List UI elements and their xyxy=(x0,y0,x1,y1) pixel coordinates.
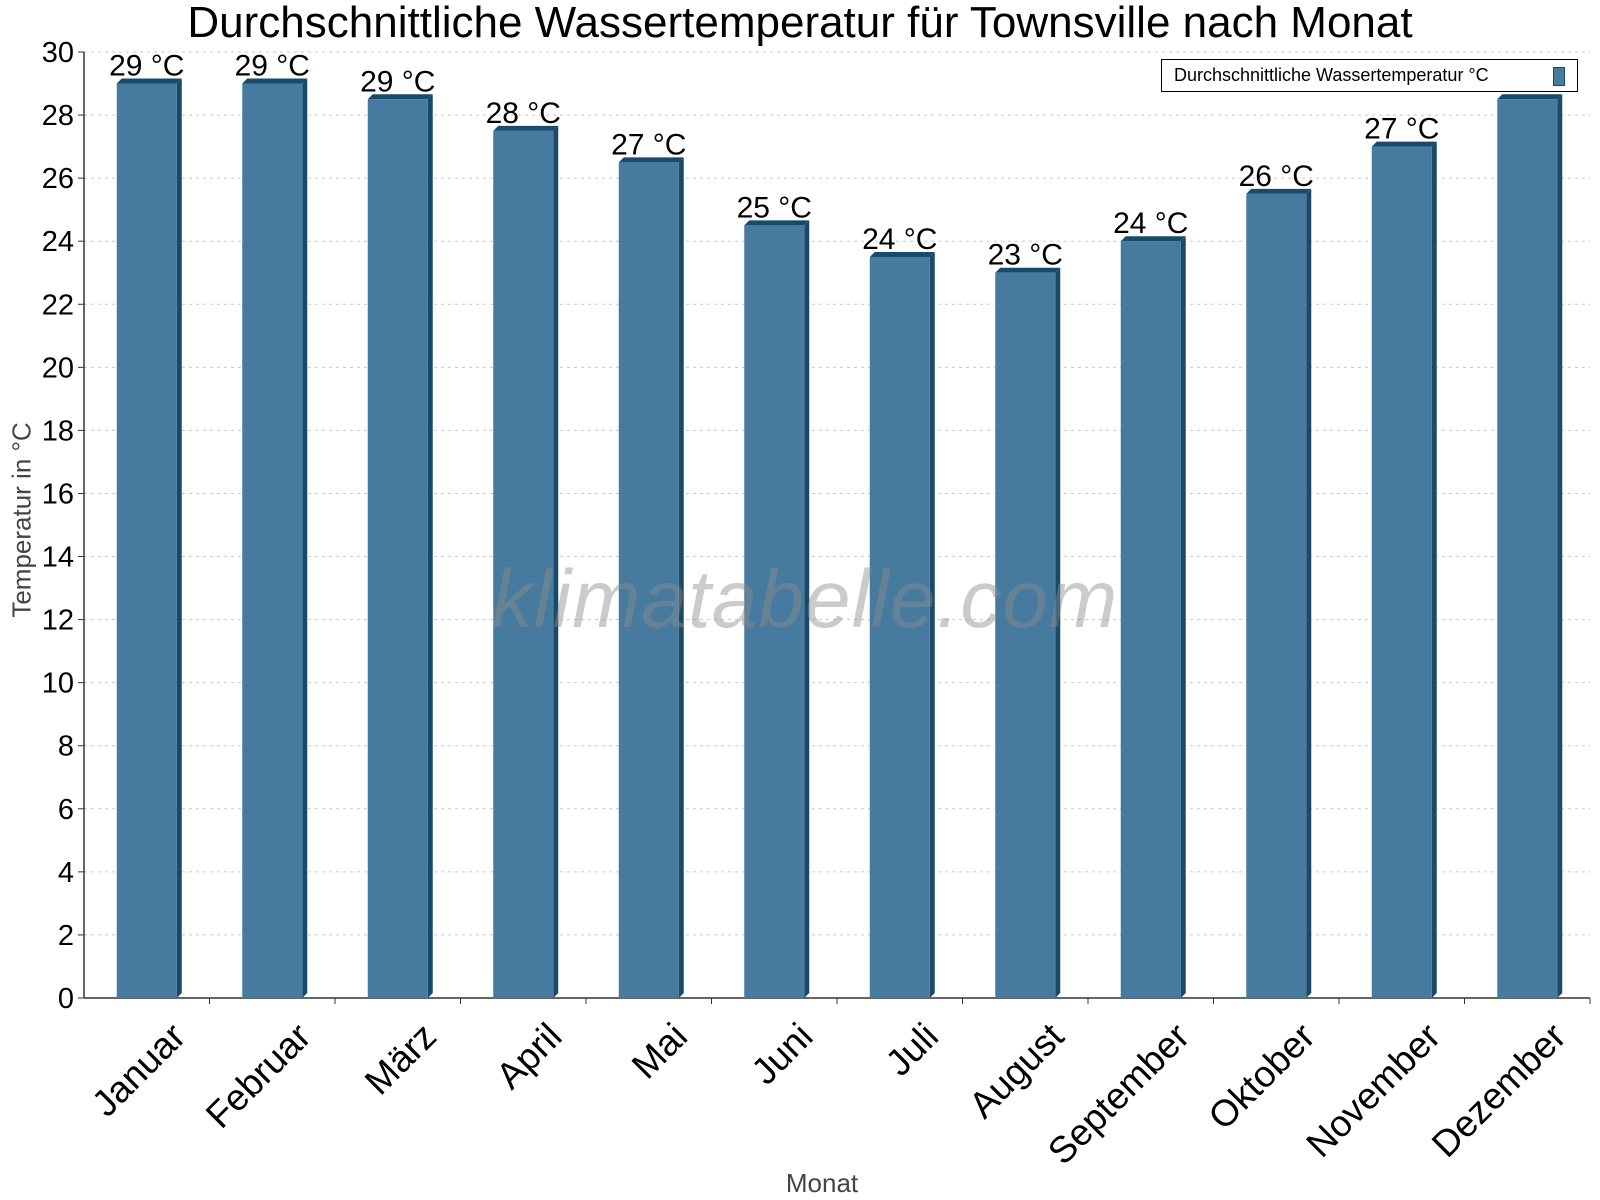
chart-title: Durchschnittliche Wassertemperatur für T… xyxy=(187,0,1413,47)
legend-swatch xyxy=(1553,67,1565,86)
y-tick-label: 16 xyxy=(42,478,74,510)
bar xyxy=(869,256,930,998)
x-tick-label: April xyxy=(488,1015,569,1096)
x-tick-label: November xyxy=(1298,1015,1448,1165)
bar xyxy=(1120,241,1181,998)
bar xyxy=(744,225,805,998)
bar-side xyxy=(302,78,308,999)
bar-side xyxy=(929,251,935,998)
bar xyxy=(367,99,428,999)
x-tick-label: Dezember xyxy=(1424,1015,1574,1165)
bar-side xyxy=(1431,141,1437,999)
data-label: 26 °C xyxy=(1239,160,1314,193)
y-tick-label: 14 xyxy=(42,542,74,574)
data-label: 24 °C xyxy=(862,223,937,256)
bar-side xyxy=(1306,188,1312,998)
y-tick-label: 22 xyxy=(42,289,74,321)
x-tick-label: März xyxy=(357,1015,444,1102)
data-label: 29 °C xyxy=(235,50,310,83)
x-tick-label: Februar xyxy=(198,1015,319,1136)
data-label: 23 °C xyxy=(988,239,1063,272)
bar-top xyxy=(1497,94,1563,100)
bar-top xyxy=(618,157,684,163)
bar-side xyxy=(1180,236,1186,998)
bar-top xyxy=(242,78,308,84)
bar-top xyxy=(995,267,1061,273)
bar-side xyxy=(678,157,684,998)
y-tick-label: 0 xyxy=(58,983,74,1015)
bar-top xyxy=(1120,236,1186,242)
y-tick-label: 18 xyxy=(42,415,74,447)
y-tick-label: 30 xyxy=(42,37,74,69)
y-tick-label: 4 xyxy=(58,857,74,889)
y-tick-label: 6 xyxy=(58,794,74,826)
bar xyxy=(493,130,554,999)
bar-side xyxy=(427,94,433,999)
bar-top xyxy=(1371,141,1437,147)
x-tick-label: Juni xyxy=(744,1015,821,1092)
bar xyxy=(618,162,679,998)
y-tick-label: 10 xyxy=(42,668,74,700)
bar-side xyxy=(804,220,810,998)
x-tick-label: Januar xyxy=(84,1015,193,1124)
bar-side xyxy=(553,125,559,999)
bar-side xyxy=(1055,267,1061,998)
bar xyxy=(1497,99,1558,999)
bar-top xyxy=(367,94,433,100)
y-tick-label: 24 xyxy=(42,226,74,258)
y-tick-label: 12 xyxy=(42,605,74,637)
bar-top xyxy=(744,220,810,226)
bar xyxy=(995,272,1056,998)
data-label: 28 °C xyxy=(486,97,561,130)
x-tick-label: Oktober xyxy=(1201,1015,1323,1137)
bar xyxy=(116,83,177,999)
y-tick-label: 2 xyxy=(58,920,74,952)
bar-side xyxy=(176,78,182,999)
data-label: 27 °C xyxy=(1364,113,1439,146)
x-tick-label: Mai xyxy=(624,1015,695,1086)
data-label: 29 °C xyxy=(109,50,184,83)
y-tick-label: 20 xyxy=(42,352,74,384)
y-tick-label: 8 xyxy=(58,731,74,763)
data-label: 25 °C xyxy=(737,191,812,224)
x-axis-label: Monat xyxy=(785,1168,859,1198)
y-tick-label: 26 xyxy=(42,163,74,195)
bar-side xyxy=(1557,94,1563,999)
data-label: 24 °C xyxy=(1113,207,1188,240)
bar-top xyxy=(1246,188,1312,194)
legend: Durchschnittliche Wassertemperatur °C xyxy=(1161,59,1578,92)
x-tick-label: August xyxy=(961,1015,1072,1126)
y-tick-label: 28 xyxy=(42,100,74,132)
bar xyxy=(1246,193,1307,998)
bar-top xyxy=(493,125,559,131)
x-tick-label: Juli xyxy=(878,1015,946,1083)
bar xyxy=(1371,146,1432,999)
data-label: 27 °C xyxy=(611,128,686,161)
data-label: 29 °C xyxy=(360,65,435,98)
bar-top xyxy=(116,78,182,84)
bar xyxy=(242,83,303,999)
legend-entry: Durchschnittliche Wassertemperatur °C xyxy=(1174,65,1489,85)
bar-top xyxy=(869,251,935,257)
